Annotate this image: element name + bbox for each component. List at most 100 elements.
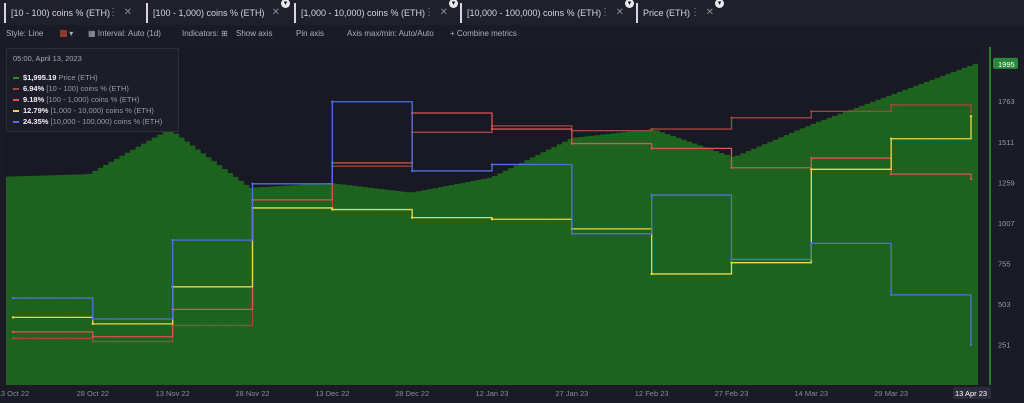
- axis-maxmin-select[interactable]: Axis max/min: Auto/Auto: [347, 29, 434, 38]
- close-icon[interactable]: ✕: [271, 7, 280, 18]
- price-bar: [303, 184, 309, 385]
- price-bar: [961, 67, 968, 386]
- close-icon[interactable]: ✕: [705, 7, 714, 18]
- pin-axis-toggle[interactable]: Pin axis: [296, 29, 325, 38]
- series-point: [650, 127, 653, 131]
- series-point: [969, 177, 973, 181]
- price-bar: [357, 186, 363, 385]
- price-bar: [119, 155, 126, 385]
- indicators-button[interactable]: Indicators: ⊞: [182, 29, 228, 38]
- series-point: [570, 142, 574, 145]
- close-icon[interactable]: ✕: [439, 7, 448, 18]
- combine-metrics-button[interactable]: + Combine metrics: [450, 29, 517, 38]
- price-bar: [394, 190, 401, 385]
- price-bar: [11, 176, 18, 385]
- tab-price[interactable]: Price (ETH) ⋮ ✕ ▾: [636, 0, 724, 23]
- x-tick-label: 27 Feb 23: [715, 389, 749, 398]
- price-bar: [33, 175, 39, 385]
- style-select[interactable]: Style: Line: [6, 29, 44, 38]
- show-axis-toggle[interactable]: Show axis: [236, 29, 273, 38]
- legend-swatch: [13, 121, 19, 124]
- series-point: [331, 208, 334, 211]
- close-icon[interactable]: ✕: [123, 7, 132, 18]
- series-point: [11, 296, 15, 300]
- price-bar: [184, 141, 190, 385]
- price-bar: [205, 157, 212, 385]
- legend-row-10000-100000: 24.35% [10,000 - 100,000) coins % (ETH): [13, 117, 162, 126]
- tab-label: Price (ETH): [643, 8, 690, 18]
- indicators-label: Indicators:: [182, 29, 219, 38]
- y-tick-label: 251: [998, 341, 1011, 350]
- tooltip-legend: 05:00, April 13, 2023 $1,995.19 Price (E…: [6, 48, 179, 132]
- price-bar: [330, 183, 336, 385]
- series-point: [650, 147, 653, 150]
- price-bar: [686, 141, 693, 385]
- price-bar: [702, 147, 709, 385]
- more-icon[interactable]: ⋮: [108, 7, 118, 18]
- legend-value: 12.79%: [23, 106, 49, 115]
- price-bar: [162, 131, 169, 385]
- more-icon[interactable]: ⋮: [424, 7, 434, 18]
- price-bar: [907, 87, 914, 385]
- series-point: [490, 163, 494, 166]
- price-bar: [65, 174, 72, 385]
- series-point: [331, 100, 334, 103]
- price-bar: [843, 111, 849, 386]
- price-bar: [81, 174, 88, 385]
- price-bar: [762, 144, 768, 385]
- price-bar: [681, 139, 687, 385]
- tab-100-1000[interactable]: [100 - 1,000) coins % (ETH) ⋮ ✕ ▾: [146, 0, 290, 23]
- series-point: [889, 103, 893, 107]
- price-bar: [411, 192, 417, 385]
- alert-icon[interactable]: ▾: [715, 0, 724, 8]
- price-bar: [718, 153, 725, 385]
- more-icon[interactable]: ⋮: [690, 7, 700, 18]
- close-icon[interactable]: ✕: [615, 7, 624, 18]
- tab-10000-100000[interactable]: [10,000 - 100,000) coins % (ETH) ⋮ ✕ ▾: [460, 0, 634, 23]
- x-tick-label: 14 Mar 23: [794, 389, 828, 398]
- current-price-badge: [993, 57, 1018, 69]
- price-bar: [918, 83, 925, 385]
- price-bar: [27, 175, 34, 385]
- legend-value: 6.94%: [23, 84, 45, 93]
- series-point: [570, 232, 574, 235]
- price-bar: [794, 130, 801, 385]
- price-bar: [286, 185, 293, 385]
- price-bar: [124, 152, 131, 385]
- y-tick-label: 1259: [998, 178, 1015, 187]
- price-bar: [400, 191, 406, 385]
- price-bar: [556, 144, 563, 385]
- price-bar: [837, 113, 844, 385]
- price-bar: [913, 85, 919, 386]
- price-bar: [875, 99, 882, 385]
- price-bar: [97, 167, 104, 385]
- tab-label: [10,000 - 100,000) coins % (ETH): [467, 8, 602, 18]
- alert-icon[interactable]: ▾: [625, 0, 634, 8]
- price-bar: [697, 145, 703, 385]
- color-picker[interactable]: ▾: [60, 29, 73, 38]
- price-bar: [454, 184, 460, 385]
- price-bar: [735, 155, 741, 385]
- series-point: [490, 127, 494, 131]
- price-bar: [313, 183, 320, 385]
- series-point: [889, 172, 893, 176]
- price-bar: [502, 170, 509, 385]
- more-icon[interactable]: ⋮: [600, 7, 610, 18]
- series-point: [410, 169, 414, 173]
- more-icon[interactable]: ⋮: [256, 7, 266, 18]
- tab-1000-10000[interactable]: [1,000 - 10,000) coins % (ETH) ⋮ ✕ ▾: [294, 0, 458, 23]
- price-bar: [691, 143, 698, 385]
- price-bar: [708, 149, 714, 385]
- price-bar: [627, 131, 633, 385]
- tooltip-timestamp: 05:00, April 13, 2023: [13, 54, 82, 63]
- alert-icon[interactable]: ▾: [449, 0, 458, 8]
- price-bar: [54, 175, 61, 385]
- price-bar: [438, 187, 444, 385]
- tab-10-100[interactable]: [10 - 100) coins % (ETH) ⋮ ✕: [4, 3, 136, 23]
- interval-select[interactable]: ▦ Interval: Auto (1d): [88, 29, 161, 38]
- alert-icon[interactable]: ▾: [281, 0, 290, 8]
- series-point: [171, 238, 174, 242]
- y-axis-panel: [978, 47, 1024, 385]
- price-bar: [589, 135, 595, 385]
